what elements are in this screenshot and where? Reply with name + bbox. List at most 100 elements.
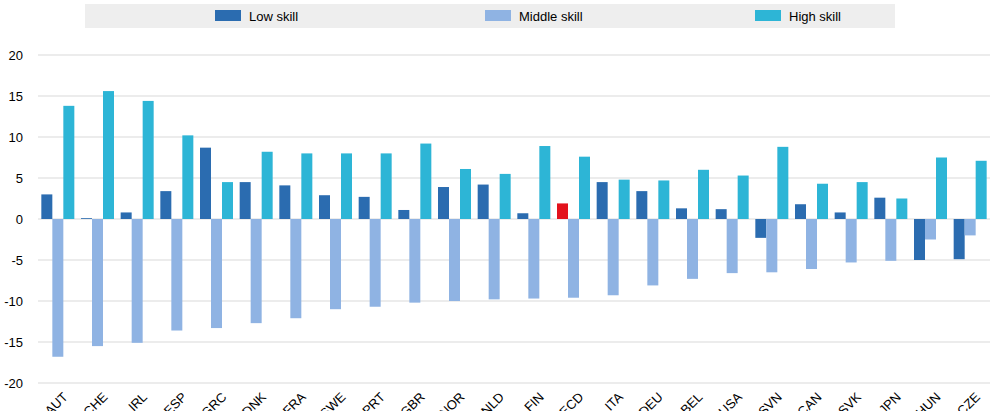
legend-box xyxy=(85,4,895,28)
bar xyxy=(398,210,409,219)
bar xyxy=(806,219,817,269)
x-tick-label: DEU xyxy=(636,389,666,411)
bar xyxy=(557,203,568,219)
bar xyxy=(766,219,777,272)
x-tick-label: IRL xyxy=(125,389,150,411)
bar xyxy=(81,218,92,220)
bar xyxy=(976,161,987,219)
x-tick-label: ESP xyxy=(161,389,190,411)
bar xyxy=(597,182,608,219)
y-tick-label: -5 xyxy=(11,253,23,268)
bar xyxy=(925,219,936,240)
bar xyxy=(636,191,647,219)
y-tick-label: -20 xyxy=(4,376,23,391)
legend-swatch xyxy=(215,10,241,21)
bar xyxy=(647,219,658,285)
bar xyxy=(539,146,550,219)
legend-swatch xyxy=(755,10,781,21)
bar xyxy=(279,185,290,219)
y-tick-label: -15 xyxy=(4,335,23,350)
bar xyxy=(222,182,233,219)
bar xyxy=(517,213,528,219)
bar xyxy=(211,219,222,328)
bar xyxy=(658,180,669,219)
x-tick-label: JPN xyxy=(876,389,904,411)
bar xyxy=(676,208,687,219)
y-tick-label: 0 xyxy=(16,212,23,227)
bar xyxy=(409,219,420,303)
bar xyxy=(500,174,511,219)
legend: Low skillMiddle skillHigh skill xyxy=(85,4,895,28)
y-tick-label: 10 xyxy=(9,130,23,145)
x-tick-label: AUT xyxy=(42,389,71,411)
x-tick-label: CAN xyxy=(794,389,824,411)
bar xyxy=(182,135,193,219)
bar xyxy=(846,219,857,262)
bar xyxy=(370,219,381,307)
bars xyxy=(41,91,986,357)
legend-swatch xyxy=(485,10,511,21)
bar xyxy=(727,219,738,273)
bar xyxy=(755,219,766,238)
bar xyxy=(777,147,788,219)
bar xyxy=(92,219,103,346)
bar xyxy=(528,219,539,299)
x-tick-label: NOR xyxy=(436,389,467,411)
y-tick-label: 5 xyxy=(16,171,23,186)
x-tick-label: SVK xyxy=(835,389,864,411)
bar xyxy=(319,195,330,219)
bar xyxy=(251,219,262,323)
bar xyxy=(460,169,471,219)
y-tick-label: 15 xyxy=(9,89,23,104)
x-tick-label: GBR xyxy=(397,389,428,411)
bar xyxy=(41,194,52,219)
bar xyxy=(489,219,500,299)
y-tick-label: 20 xyxy=(9,48,23,63)
x-tick-label: BEL xyxy=(677,389,705,411)
bar xyxy=(381,153,392,219)
x-tick-label: ITA xyxy=(602,389,626,411)
bar xyxy=(143,101,154,219)
bar xyxy=(103,91,114,219)
legend-label: Low skill xyxy=(249,9,298,24)
bar xyxy=(885,219,896,261)
bar xyxy=(579,157,590,219)
bar xyxy=(619,180,630,219)
bar xyxy=(568,219,579,298)
bar xyxy=(914,219,925,260)
bar xyxy=(874,198,885,219)
bar xyxy=(835,212,846,219)
chart: -20-15-10-505101520AUTCHEIRLESPGRCDNKFRA… xyxy=(0,0,1000,411)
legend-label: Middle skill xyxy=(519,9,583,24)
x-tick-label: DNK xyxy=(239,389,269,411)
bar xyxy=(698,170,709,219)
bar xyxy=(240,182,251,219)
x-tick-label: USA xyxy=(716,389,746,411)
bar xyxy=(160,191,171,219)
bar xyxy=(438,187,449,219)
bar xyxy=(420,144,431,219)
bar xyxy=(359,197,370,219)
x-tick-label: FRA xyxy=(280,389,309,411)
x-tick-label: CHE xyxy=(80,389,110,411)
bar xyxy=(954,219,965,259)
x-tick-label: CZE xyxy=(954,389,983,411)
x-tick-label: SWE xyxy=(317,389,349,411)
bar xyxy=(896,199,907,220)
bar xyxy=(936,158,947,220)
bar xyxy=(817,184,828,219)
x-tick-label: HUN xyxy=(913,389,944,411)
bar xyxy=(608,219,619,295)
bar xyxy=(132,219,143,343)
x-tick-label: GRC xyxy=(198,389,229,411)
grid-line xyxy=(38,383,990,384)
grid-line xyxy=(38,178,990,179)
x-tick-label: NLD xyxy=(478,389,507,411)
bar xyxy=(301,153,312,219)
bar xyxy=(262,152,273,219)
bar xyxy=(687,219,698,279)
grid-line xyxy=(38,96,990,97)
bar xyxy=(52,219,63,357)
bar xyxy=(449,219,460,301)
bar xyxy=(63,106,74,219)
